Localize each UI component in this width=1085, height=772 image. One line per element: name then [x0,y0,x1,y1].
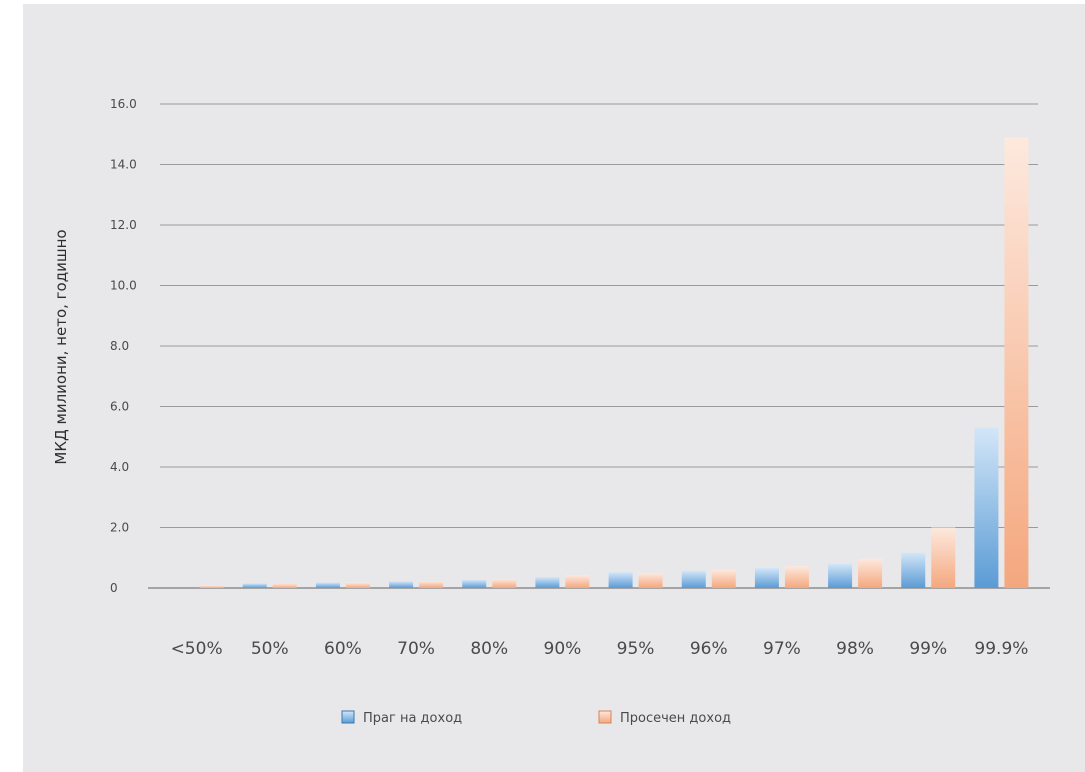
bar-average [492,578,517,588]
bar-threshold [754,568,779,588]
bar-average [345,582,370,588]
legend-item-average: Просечен доход [598,710,731,726]
x-tick-label: 80% [470,639,508,659]
x-tick-label: 99% [909,639,947,659]
y-tick-label: 8.0 [110,339,129,353]
legend-swatch-threshold [341,710,355,724]
x-tick-label: 96% [690,639,728,659]
x-tick-label: 97% [763,639,801,659]
bar-average [858,558,883,588]
y-tick-label: 6.0 [110,400,129,414]
bar-threshold [462,579,487,588]
y-tick-label: 0 [110,581,118,595]
bar-threshold [901,552,926,588]
bar-average [784,566,809,588]
y-tick-label: 16.0 [110,97,137,111]
x-tick-label: 50% [251,639,289,659]
x-tick-label: 98% [836,639,874,659]
legend-item-threshold: Праг на доход [341,710,462,726]
bars [199,137,1029,588]
y-tick-label: 4.0 [110,460,129,474]
x-tick-label: <50% [171,639,223,659]
legend-label-average: Просечен доход [620,711,731,726]
y-axis-ticks: 0 2.0 4.0 6.0 8.0 10.0 12.0 14.0 16.0 [110,97,137,595]
y-tick-label: 12.0 [110,218,137,232]
x-tick-label: 99.9% [974,639,1028,659]
bar-average [931,527,956,588]
x-tick-label: 70% [397,639,435,659]
bar-average [199,585,224,588]
x-tick-label: 90% [544,639,582,659]
bar-threshold [389,581,414,588]
y-tick-label: 14.0 [110,158,137,172]
bar-average [1004,137,1029,588]
bar-chart: 0 2.0 4.0 6.0 8.0 10.0 12.0 14.0 16.0 <50% 50% 60%… [52,97,1050,726]
bar-threshold [535,577,560,588]
x-tick-label: 60% [324,639,362,659]
y-tick-label: 2.0 [110,521,129,535]
bar-threshold [974,427,999,588]
legend-label-threshold: Праг на доход [363,711,462,726]
chart-panel: 0 2.0 4.0 6.0 8.0 10.0 12.0 14.0 16.0 <50% 50% 60%… [23,4,1085,772]
legend-swatch-average [598,710,612,724]
y-axis-label: МКД милиони, нето, годишно [52,229,70,464]
x-tick-label: 95% [617,639,655,659]
bar-threshold [315,582,340,588]
bar-average [419,581,444,588]
bar-average [711,569,736,588]
bar-average [565,575,590,588]
bar-threshold [608,572,633,588]
bar-threshold [681,570,706,588]
bar-threshold [828,563,853,588]
gridlines [148,103,1050,589]
bar-average [272,583,297,588]
bar-threshold [242,583,267,588]
x-axis-ticks: <50% 50% 60% 70% 80% 90% 95% 96% 97% 98% 99% 99.9% [171,639,1029,659]
bar-average [638,572,663,588]
legend: Праг на доход Просечен доход [341,710,731,726]
y-tick-label: 10.0 [110,279,137,293]
